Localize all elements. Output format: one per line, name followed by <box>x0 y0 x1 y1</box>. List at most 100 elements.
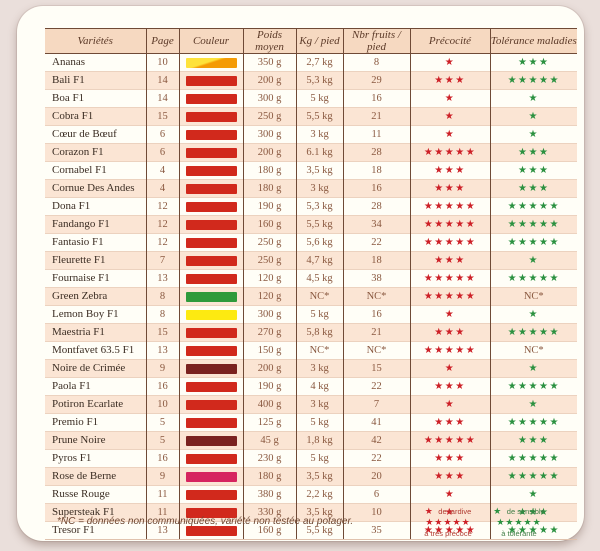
color-swatch <box>185 471 237 482</box>
color-swatch <box>185 435 237 446</box>
color-swatch <box>185 273 237 284</box>
weight-value: 190 g <box>243 377 297 396</box>
variety-name: Premio F1 <box>45 413 147 432</box>
weight-value: 300 g <box>243 89 297 108</box>
kg-per-plant-value: 4,5 kg <box>296 269 344 288</box>
weight-value: 250 g <box>243 233 297 252</box>
variety-name: Bali F1 <box>45 71 147 90</box>
kg-per-plant-value: 5 kg <box>296 449 344 468</box>
red-stars-icon: ★★★ <box>434 381 466 392</box>
footnote: *NC = données non communiquées, variété … <box>57 516 354 527</box>
color-swatch <box>185 327 237 338</box>
weight-value: 180 g <box>243 179 297 198</box>
weight-value: 300 g <box>243 125 297 144</box>
legend-green-one-label: de sensible <box>506 507 545 516</box>
fruits-per-plant-value: 6 <box>343 485 411 504</box>
color-swatch <box>185 489 237 500</box>
page-number: 5 <box>146 413 180 432</box>
page-number: 11 <box>146 485 180 504</box>
kg-per-plant-value: 3 kg <box>296 179 344 198</box>
kg-per-plant-value: 5 kg <box>296 89 344 108</box>
variety-name: Boa F1 <box>45 89 147 108</box>
color-swatch <box>185 219 237 230</box>
kg-per-plant-value: 5 kg <box>296 305 344 324</box>
page-number: 10 <box>146 395 180 414</box>
fruits-per-plant-value: 15 <box>343 359 411 378</box>
weight-value: 160 g <box>243 215 297 234</box>
variety-name: Montfavet 63.5 F1 <box>45 341 147 360</box>
kg-per-plant-value: 3,5 kg <box>296 467 344 486</box>
page-number: 8 <box>146 287 180 306</box>
green-stars-icon: ★★★★★ <box>507 417 560 428</box>
red-stars-icon: ★★★ <box>434 183 466 194</box>
red-stars-icon: ★★★★★ <box>423 273 477 284</box>
red-star-icon: ★ <box>424 506 434 516</box>
red-stars-icon: ★ <box>444 363 456 374</box>
fruits-per-plant-value: 18 <box>343 251 411 270</box>
kg-per-plant-value: 3 kg <box>296 395 344 414</box>
kg-per-plant-value: 4,7 kg <box>296 251 344 270</box>
green-stars-icon: ★★★★★ <box>507 471 560 482</box>
color-swatch <box>185 381 237 392</box>
legend-red-one-label: de tardive <box>438 507 472 516</box>
red-stars-icon: ★★★ <box>434 327 466 338</box>
kg-per-plant-value: 5,5 kg <box>296 521 344 540</box>
green-stars-icon: ★ <box>528 363 539 374</box>
color-swatch <box>185 75 237 86</box>
fruits-per-plant-value: 41 <box>343 413 411 432</box>
red-stars-icon: ★ <box>444 507 456 518</box>
variety-name: Dona F1 <box>45 197 147 216</box>
kg-per-plant-value: 5,5 kg <box>296 215 344 234</box>
fruits-per-plant-value: 22 <box>343 377 411 396</box>
weight-value: 200 g <box>243 71 297 90</box>
column-header-7: Tolérance maladies <box>490 28 577 54</box>
legend-red-five-label: à très précoce <box>424 529 472 538</box>
color-swatch <box>185 129 237 140</box>
green-stars-icon: ★★★ <box>518 147 550 158</box>
green-stars-icon: ★ <box>528 399 539 410</box>
color-swatch <box>185 525 237 536</box>
fruits-per-plant-value: 16 <box>343 179 411 198</box>
color-swatch <box>185 309 237 320</box>
fruits-per-plant-value: 16 <box>343 305 411 324</box>
weight-value: 200 g <box>243 143 297 162</box>
weight-value: 150 g <box>243 341 297 360</box>
fruits-per-plant-value: 22 <box>343 449 411 468</box>
fruits-per-plant-value: 18 <box>343 161 411 180</box>
weight-value: 330 g <box>243 503 297 522</box>
red-stars-icon: ★ <box>444 129 456 140</box>
weight-value: 400 g <box>243 395 297 414</box>
page-number: 10 <box>146 53 180 72</box>
page-number: 8 <box>146 305 180 324</box>
page-number: 12 <box>146 197 180 216</box>
page-number: 7 <box>146 251 180 270</box>
kg-per-plant-value: 5,3 kg <box>296 197 344 216</box>
color-swatch <box>185 255 237 266</box>
red-stars-icon: ★★★★★ <box>423 201 477 212</box>
fruits-per-plant-value: NC* <box>343 287 411 306</box>
red-stars-icon: ★★★★★ <box>423 147 477 158</box>
red-stars-icon: ★★★ <box>434 453 466 464</box>
weight-value: 380 g <box>243 485 297 504</box>
red-stars-icon: ★★★ <box>434 75 466 86</box>
green-stars-icon: ★★★★★ <box>507 219 560 230</box>
green-stars-icon: ★★★★★ <box>507 201 560 212</box>
legend-tolerance: ★ de sensible ★★★★★ à tolérante <box>469 504 569 539</box>
variety-name: Green Zebra <box>45 287 147 306</box>
kg-per-plant-value: 3,5 kg <box>296 161 344 180</box>
color-swatch <box>185 345 237 356</box>
kg-per-plant-value: 4 kg <box>296 377 344 396</box>
weight-value: 300 g <box>243 305 297 324</box>
table-header-row: Variétés Page Couleur Poids moyen Kg / pied N… <box>45 28 577 54</box>
variety-name: Cornue Des Andes <box>45 179 147 198</box>
kg-per-plant-value: 5 kg <box>296 413 344 432</box>
green-stars-icon: ★★★★★ <box>507 273 560 284</box>
table-row: Dona F1 12 190 g 5,3 kg 28 ★★★★★ ★★★★★ <box>45 197 577 216</box>
kg-per-plant-value: 2,7 kg <box>296 53 344 72</box>
weight-value: 250 g <box>243 251 297 270</box>
red-stars-icon: ★★★ <box>434 255 466 266</box>
page-number: 6 <box>146 125 180 144</box>
fruits-per-plant-value: 21 <box>343 107 411 126</box>
